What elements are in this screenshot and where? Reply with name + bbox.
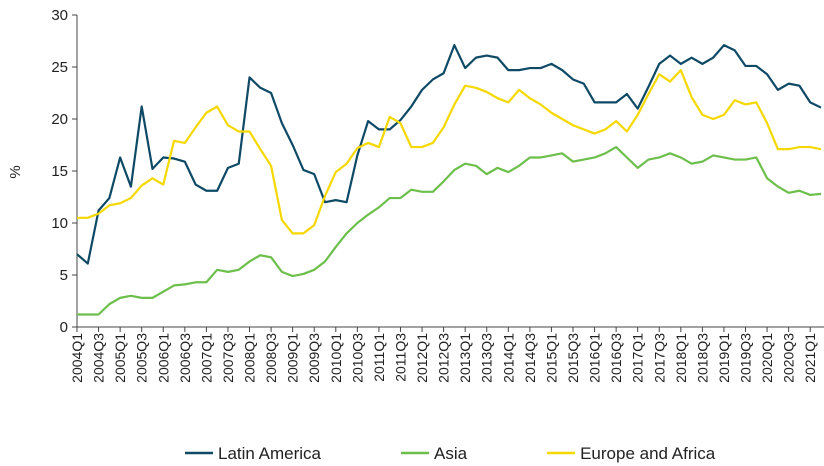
legend-label: Latin America <box>218 444 322 463</box>
x-tick-label: 2015Q1 <box>543 333 559 383</box>
x-tick-label: 2006Q3 <box>177 333 193 383</box>
x-tick-label: 2020Q3 <box>781 333 797 383</box>
y-tick-label: 10 <box>51 215 68 232</box>
x-tick-label: 2016Q3 <box>608 333 624 383</box>
legend-label: Europe and Africa <box>580 444 716 463</box>
y-tick-label: 0 <box>60 319 68 336</box>
data-line <box>77 145 822 316</box>
x-tick-label: 2009Q3 <box>306 333 322 383</box>
x-tick-label: 2017Q3 <box>651 333 667 383</box>
y-tick-label: 15 <box>51 163 68 180</box>
x-tick-label: 2012Q1 <box>414 333 430 383</box>
x-tick-label: 2017Q1 <box>630 333 646 383</box>
x-tick-label: 2007Q3 <box>220 333 236 383</box>
x-tick-label: 2005Q1 <box>112 333 128 383</box>
y-tick-label: 25 <box>51 59 68 76</box>
x-tick-label: 2020Q1 <box>759 333 775 383</box>
x-tick-label: 2005Q3 <box>134 333 150 383</box>
x-tick-label: 2008Q3 <box>263 333 279 383</box>
x-tick-label: 2019Q3 <box>738 333 754 383</box>
x-tick-label: 2004Q1 <box>69 333 85 383</box>
x-tick-label: 2012Q3 <box>436 333 452 383</box>
x-tick-label: 2013Q3 <box>479 333 495 383</box>
x-tick-label: 2010Q1 <box>328 333 344 383</box>
data-line <box>77 69 822 235</box>
x-tick-label: 2010Q3 <box>349 333 365 383</box>
x-tick-label: 2018Q3 <box>694 333 710 383</box>
x-tick-label: 2009Q1 <box>285 333 301 383</box>
y-tick-label: 20 <box>51 111 68 128</box>
x-tick-label: 2015Q3 <box>565 333 581 383</box>
x-tick-label: 2004Q3 <box>91 333 107 383</box>
x-tick-label: 2011Q1 <box>371 333 387 382</box>
x-tick-label: 2006Q1 <box>155 333 171 383</box>
x-tick-label: 2007Q1 <box>198 333 214 383</box>
data-line <box>76 44 822 265</box>
x-tick-label: 2014Q3 <box>522 333 538 383</box>
y-tick-label: 30 <box>51 7 68 24</box>
x-tick-label: 2014Q1 <box>500 333 516 383</box>
x-tick-label: 2021Q1 <box>802 333 818 383</box>
x-tick-label: 2013Q1 <box>457 333 473 383</box>
x-tick-label: 2011Q3 <box>392 333 408 382</box>
x-tick-label: 2016Q1 <box>587 333 603 383</box>
y-axis-label: % <box>7 165 24 178</box>
x-tick-label: 2018Q1 <box>673 333 689 383</box>
x-tick-label: 2019Q1 <box>716 333 732 383</box>
x-tick-label: 2008Q1 <box>242 333 258 383</box>
y-tick-label: 5 <box>60 267 68 284</box>
legend-label: Asia <box>434 444 468 463</box>
